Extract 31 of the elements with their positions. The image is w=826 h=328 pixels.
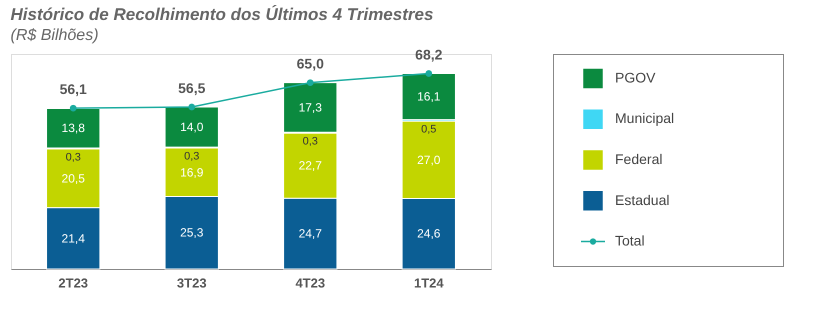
data-label: 21,4: [62, 231, 86, 246]
data-label: 24,7: [298, 226, 322, 241]
legend-label: Municipal: [615, 110, 674, 126]
data-label: 14,0: [180, 120, 204, 134]
chart-subtitle: (R$ Bilhões): [10, 26, 99, 44]
legend-label: PGOV: [615, 69, 656, 86]
legend-label: Estadual: [615, 192, 670, 208]
data-label: 16,9: [180, 165, 204, 180]
data-label: 65,0: [296, 56, 324, 72]
data-label: 56,5: [178, 80, 206, 96]
data-label: 0,3: [66, 151, 81, 164]
legend-label: Total: [615, 232, 645, 249]
data-label: 27,0: [417, 152, 441, 167]
data-label: 17,3: [298, 100, 322, 114]
legend-label: Federal: [615, 151, 662, 167]
data-label: 24,6: [417, 226, 441, 241]
data-label: 0,3: [302, 136, 318, 148]
data-label: 16,1: [417, 90, 441, 104]
data-label: 13,8: [62, 121, 86, 136]
x-tick-label: 3T23: [176, 276, 207, 290]
x-tick-label: 2T23: [58, 276, 88, 290]
x-tick-label: 1T24: [414, 276, 444, 290]
x-tick-label: 4T23: [295, 276, 326, 290]
data-label: 68,2: [415, 46, 443, 62]
data-label: 20,5: [62, 171, 86, 186]
data-label: 22,7: [298, 158, 322, 173]
data-label: 25,3: [180, 226, 204, 240]
chart-title: Histórico de Recolhimento dos Últimos 4 Trimestres: [10, 4, 434, 24]
data-label: 0,5: [421, 123, 436, 136]
data-label: 56,1: [60, 81, 88, 98]
data-label: 0,3: [184, 150, 200, 163]
